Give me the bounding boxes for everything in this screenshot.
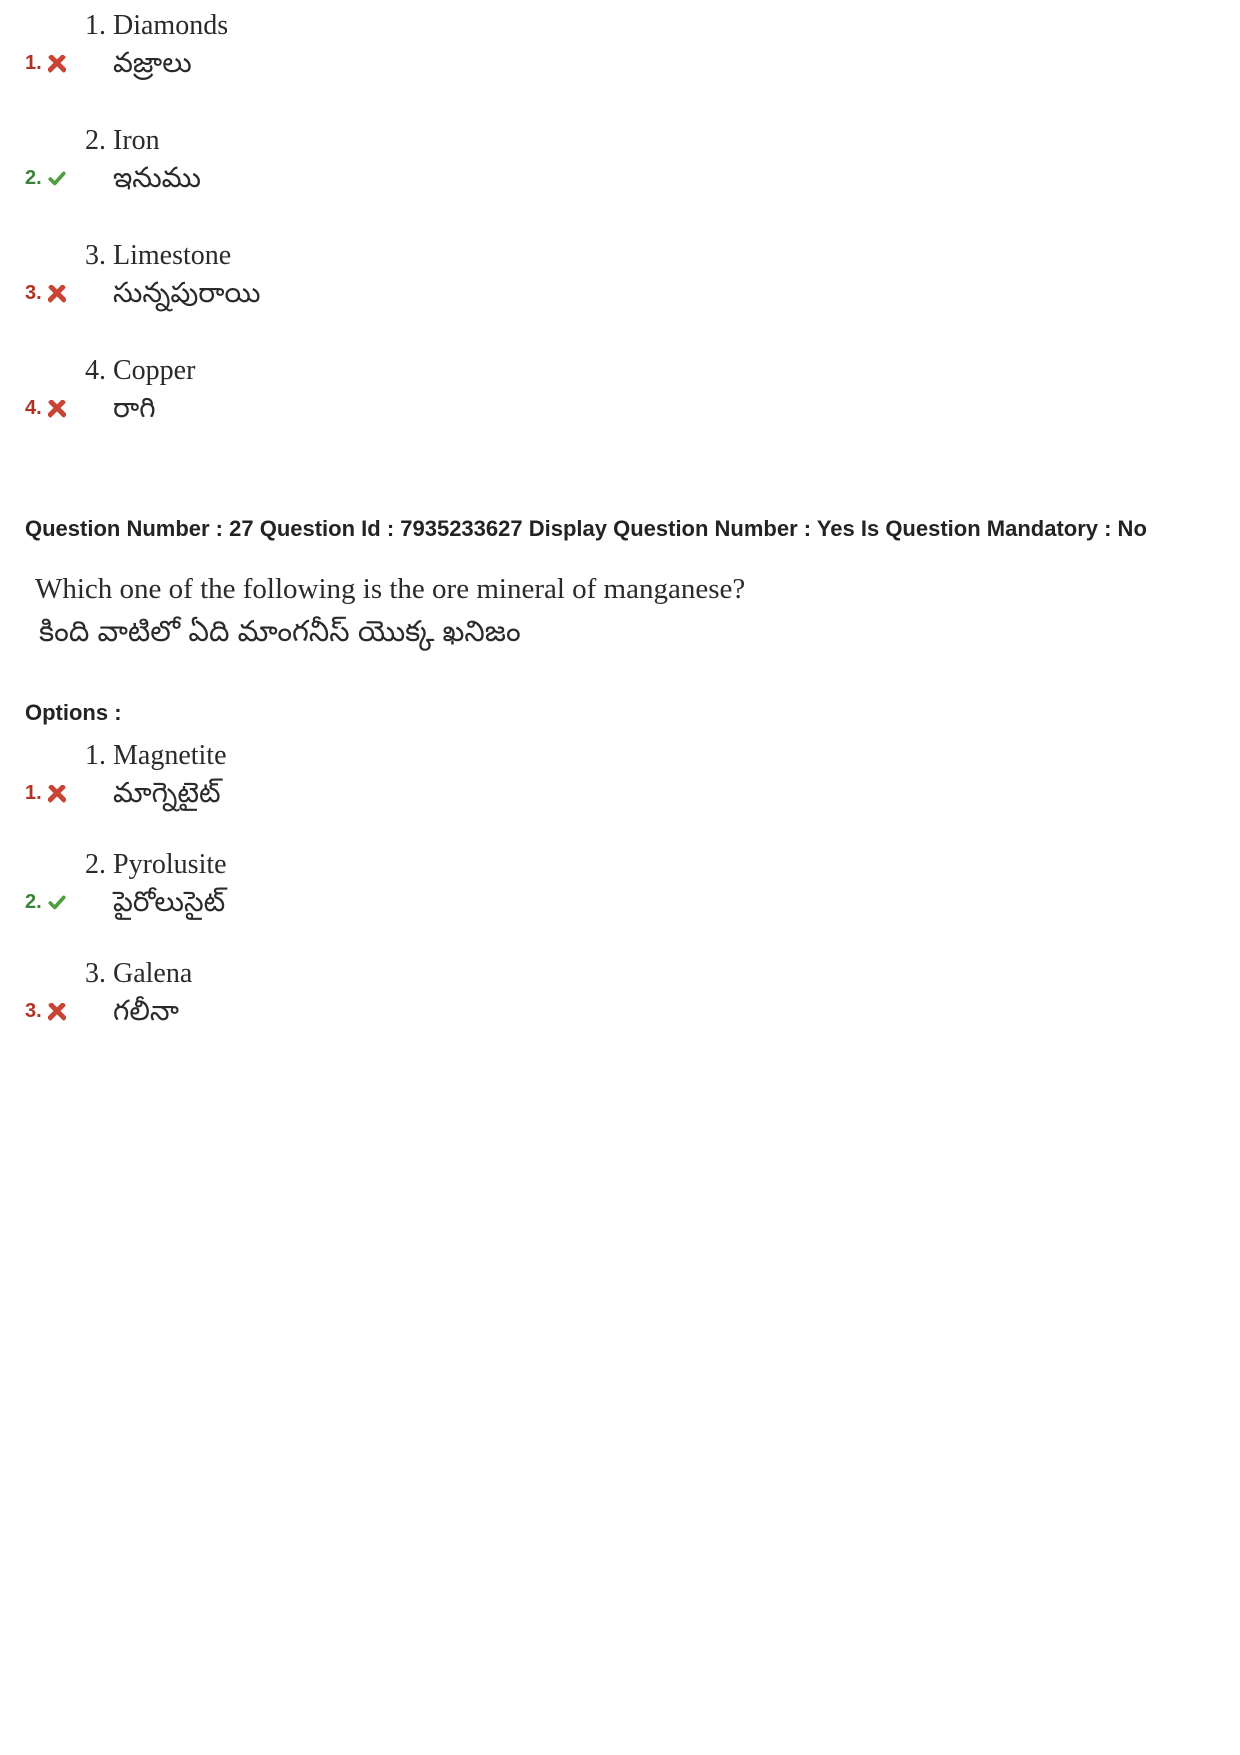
cross-icon bbox=[48, 400, 66, 418]
option-text-en: 2. Iron bbox=[85, 125, 1215, 157]
check-icon bbox=[48, 894, 66, 912]
question-text-te: కింది వాటిలో ఏది మాంగనీస్ యొక్క ఖనిజం bbox=[25, 617, 1215, 656]
option-number: 1. bbox=[25, 782, 42, 805]
cross-icon bbox=[48, 285, 66, 303]
cross-icon bbox=[48, 55, 66, 73]
option-text-en: 2. Pyrolusite bbox=[85, 849, 1215, 881]
option-number: 3. bbox=[25, 1000, 42, 1023]
option-marker: 2. bbox=[25, 891, 85, 914]
option-number: 4. bbox=[25, 397, 42, 420]
option-number: 2. bbox=[25, 891, 42, 914]
option-text-en: 1. Diamonds bbox=[85, 10, 1215, 42]
cross-icon bbox=[48, 1003, 66, 1021]
option-block: 1. Diamonds వజ్రాలు 1. bbox=[25, 10, 1215, 75]
check-icon bbox=[48, 170, 66, 188]
options-label: Options : bbox=[25, 700, 1215, 726]
option-text-en: 3. Limestone bbox=[85, 240, 1215, 272]
option-number: 2. bbox=[25, 167, 42, 190]
question-text-en: Which one of the following is the ore mi… bbox=[25, 567, 1215, 612]
option-marker: 4. bbox=[25, 397, 85, 420]
question-meta: Question Number : 27 Question Id : 79352… bbox=[25, 510, 1215, 549]
option-text-en: 4. Copper bbox=[85, 355, 1215, 387]
option-marker: 1. bbox=[25, 52, 85, 75]
option-marker: 1. bbox=[25, 782, 85, 805]
option-block: 1. Magnetite మాగ్నెటైట్ 1. bbox=[25, 740, 1215, 805]
option-marker: 2. bbox=[25, 167, 85, 190]
option-number: 1. bbox=[25, 52, 42, 75]
option-marker: 3. bbox=[25, 1000, 85, 1023]
option-block: 2. Pyrolusite పైరోలుసైట్ 2. bbox=[25, 849, 1215, 914]
option-block: 3. Limestone సున్నపురాయి 3. bbox=[25, 240, 1215, 305]
option-block: 4. Copper రాగి 4. bbox=[25, 355, 1215, 420]
option-text-en: 3. Galena bbox=[85, 958, 1215, 990]
option-block: 2. Iron ఇనుము 2. bbox=[25, 125, 1215, 190]
option-text-en: 1. Magnetite bbox=[85, 740, 1215, 772]
option-number: 3. bbox=[25, 282, 42, 305]
option-marker: 3. bbox=[25, 282, 85, 305]
option-block: 3. Galena గలీనా 3. bbox=[25, 958, 1215, 1023]
cross-icon bbox=[48, 785, 66, 803]
